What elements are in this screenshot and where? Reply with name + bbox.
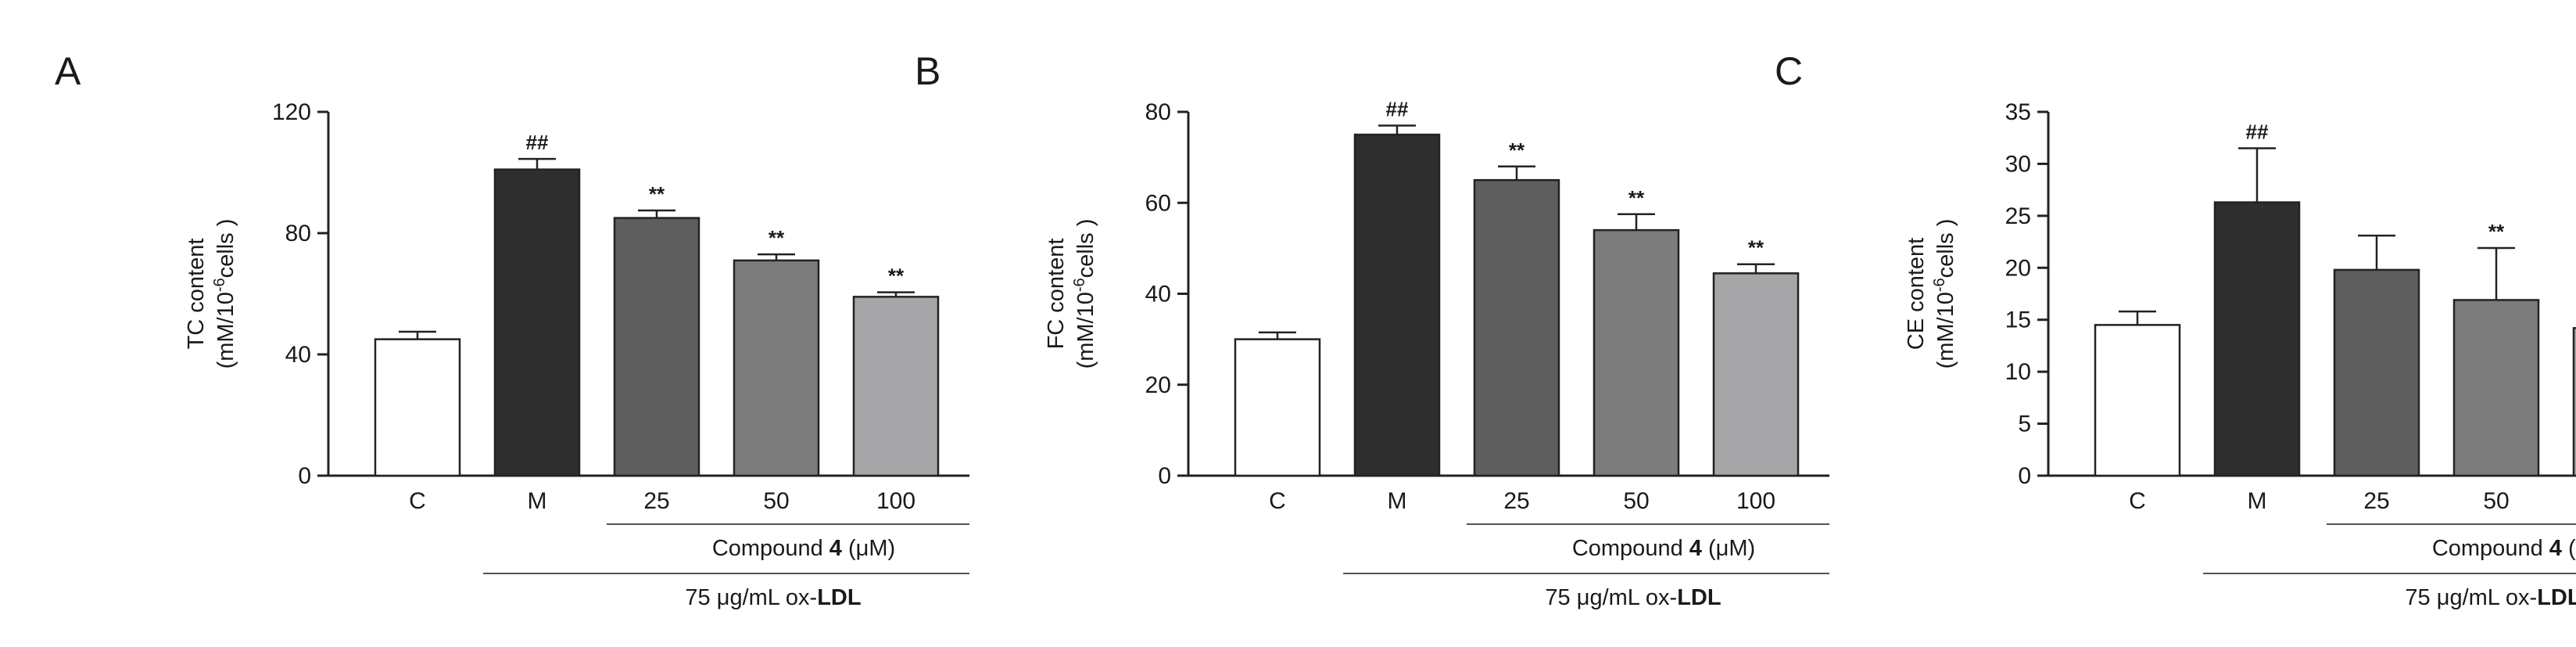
panel-b: B 0 20 40 60 80 FC content (mM/10-6cells ) C ## M *… [915,49,1829,610]
bar-M [493,168,581,477]
category-label-50: 50 [1623,488,1649,514]
y-tick-label: 120 [272,99,311,125]
treatment-label: 75 μg/mL ox-LDL [685,585,861,610]
y-tick-label: 15 [2005,307,2031,333]
bar-C [374,338,461,477]
significance-50: ** [1628,186,1645,210]
panel-label: B [915,49,940,93]
compound-group-label: Compound 4 (μM) [712,536,895,561]
bar-M [1353,133,1441,477]
category-label-25: 25 [643,488,669,514]
category-label-100: 100 [1736,488,1775,514]
significance-25: ** [1509,138,1525,162]
category-label-50: 50 [2483,488,2509,514]
category-label-25: 25 [2363,488,2389,514]
category-label-M: M [528,488,547,514]
bar-50 [733,259,820,477]
y-tick-label: 0 [2018,463,2031,489]
y-axis-label: CE content (mM/10-6cells ) [1904,219,1958,369]
y-tick-label: 60 [1145,190,1171,216]
y-tick-label: 40 [285,342,311,368]
category-label-25: 25 [1503,488,1529,514]
bar-100 [1712,272,1800,477]
compound-group-label: Compound 4 (μM) [1572,536,1755,561]
significance-M: ## [1386,97,1409,120]
significance-50: ** [769,226,785,250]
y-axis-label: TC content (mM/10-6cells ) [184,219,238,369]
bar-C [2094,324,2181,477]
y-tick-label: 20 [2005,255,2031,281]
category-label-50: 50 [763,488,789,514]
bar-25 [2333,268,2420,477]
y-tick-label: 5 [2018,412,2031,437]
bar-25 [1473,178,1560,477]
significance-M: ## [2246,120,2269,144]
significance-50: ** [2488,220,2505,243]
panel-a: A 0 40 80 120 TC content (mM/10-6cells ) C ## M **… [55,49,969,610]
category-label-M: M [1388,488,1407,514]
bar-25 [613,217,700,477]
category-label-C: C [1269,488,1286,514]
y-tick-label: 30 [2005,151,2031,177]
panel-c: C 0 5 10 15 20 25 30 35 CE content (mM/10-6cells )… [1775,49,2576,610]
significance-100: ** [1748,236,1765,260]
y-tick-label: 35 [2005,99,2031,125]
y-tick-label: 20 [1145,372,1171,398]
category-label-100: 100 [876,488,915,514]
y-tick-label: 25 [2005,203,2031,229]
bar-100 [2572,327,2576,477]
y-tick-label: 40 [1145,282,1171,307]
category-label-C: C [2129,488,2146,514]
compound-group-label: Compound 4 (μM) [2432,536,2576,561]
treatment-label: 75 μg/mL ox-LDL [1545,585,1721,610]
y-tick-label: 80 [285,221,311,246]
bar-100 [852,296,940,477]
y-tick-label: 0 [298,463,311,489]
treatment-label: 75 μg/mL ox-LDL [2405,585,2576,610]
panel-label: A [55,49,81,93]
category-label-M: M [2248,488,2267,514]
bar-M [2213,201,2301,477]
y-tick-label: 10 [2005,359,2031,385]
significance-100: ** [888,264,905,288]
y-axis-label: FC content (mM/10-6cells ) [1044,219,1098,369]
y-tick-label: 0 [1158,463,1171,489]
significance-25: ** [649,182,665,206]
bar-50 [2452,299,2540,477]
panel-label: C [1775,49,1803,93]
category-label-C: C [409,488,426,514]
significance-M: ## [526,131,549,154]
bar-50 [1593,228,1680,477]
y-tick-label: 80 [1145,99,1171,125]
bar-C [1234,338,1321,477]
